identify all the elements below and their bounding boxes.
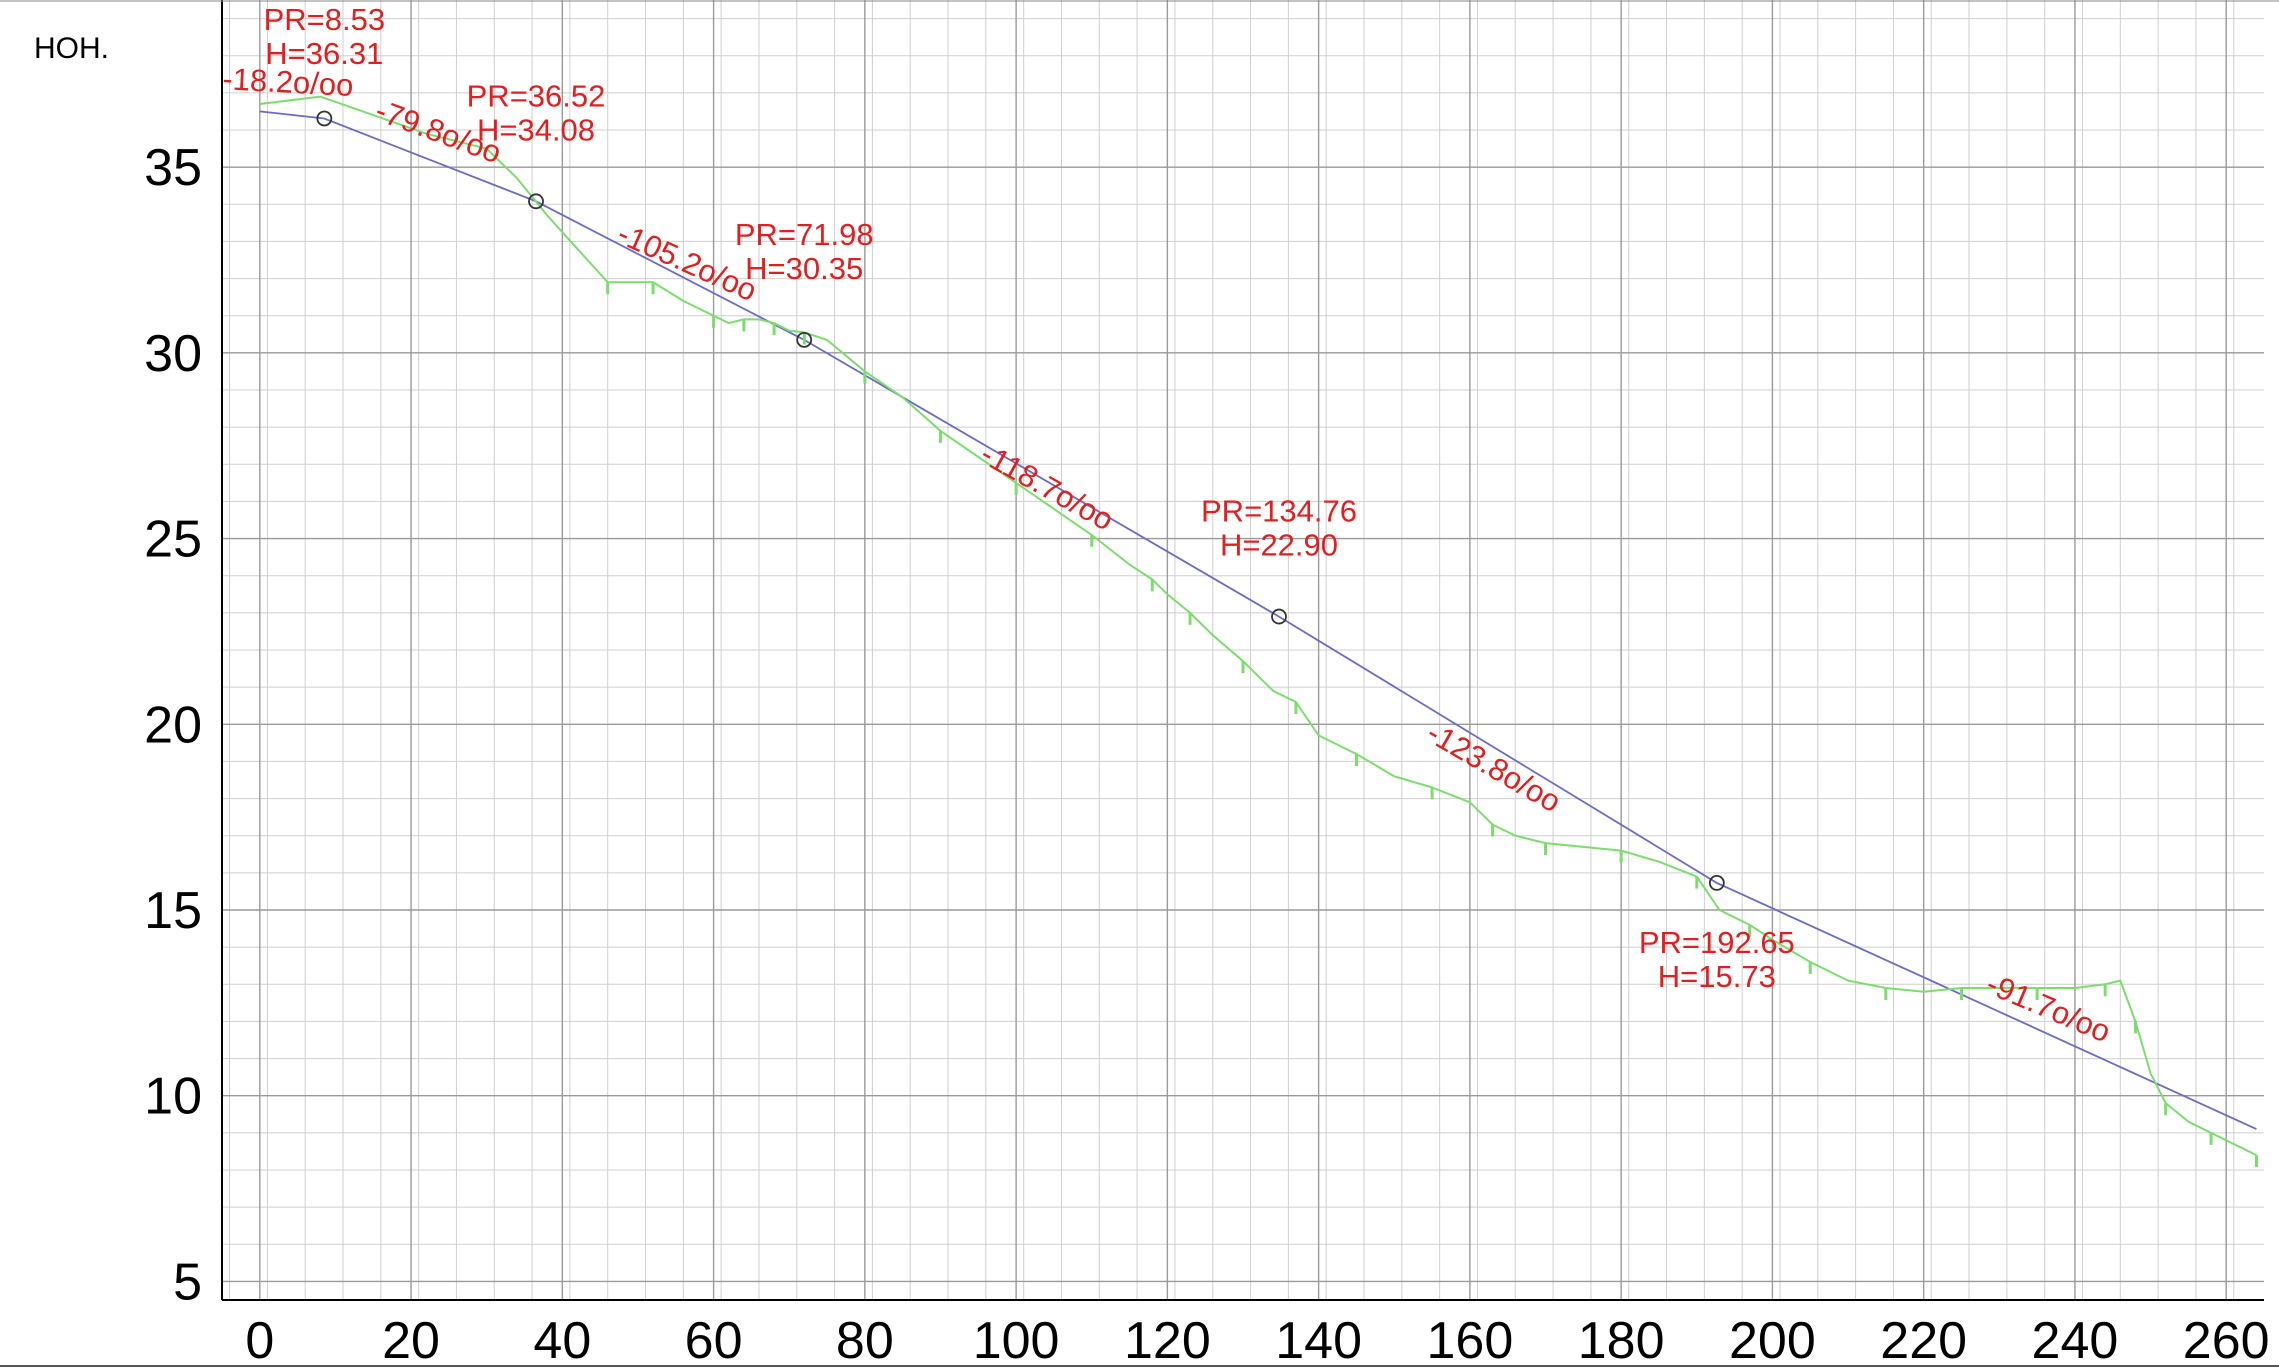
x-tick-label: 160 (1427, 1312, 1514, 1368)
point-label-pr: PR=71.98 (735, 217, 874, 252)
series-ground-profile (259, 95, 2257, 1156)
x-tick-label: 240 (2032, 1312, 2119, 1368)
y-tick-label: 30 (144, 325, 202, 383)
y-tick-label: 35 (144, 139, 202, 197)
y-tick-label: 25 (144, 511, 202, 569)
x-tick-label: 0 (245, 1312, 274, 1368)
point-label-h: H=34.08 (477, 112, 595, 147)
x-tick-label: 100 (973, 1312, 1060, 1368)
point-label-pr: PR=134.76 (1201, 494, 1357, 529)
series-design-grade-line (259, 110, 2257, 1130)
point-labels: PR=8.53H=36.31 PR=36.52H=34.08 PR=71.98H=3… (264, 2, 1795, 994)
y-axis-label: HOH. (34, 32, 109, 65)
y-tick-label: 20 (144, 696, 202, 754)
point-label-h: H=30.35 (745, 251, 863, 286)
x-tick-label: 40 (533, 1312, 591, 1368)
x-tick-label: 220 (1880, 1312, 1967, 1368)
slope-label: -91.7o/oo (1981, 966, 2115, 1049)
point-label-h: H=22.90 (1220, 528, 1338, 563)
y-tick-label: 15 (144, 882, 202, 940)
grid-major (222, 0, 2264, 1300)
point-marker (528, 193, 544, 210)
point-label-pr: PR=8.53 (264, 2, 386, 37)
point-markers (316, 110, 1725, 891)
y-tick-labels: 5 10 15 20 25 30 35 (144, 139, 202, 1311)
point-label-pr: PR=36.52 (467, 78, 606, 113)
x-tick-label: 260 (2183, 1312, 2270, 1368)
y-tick-label: 5 (173, 1253, 202, 1311)
x-tick-label: 80 (836, 1312, 894, 1368)
x-tick-label: 20 (382, 1312, 440, 1368)
x-tick-labels: 0 20 40 60 80 100 120 140 160 180 200 220 240 260 (245, 1312, 2269, 1368)
point-label-h: H=15.73 (1658, 959, 1776, 994)
x-tick-label: 120 (1124, 1312, 1211, 1368)
point-marker (796, 331, 813, 348)
x-tick-label: 200 (1729, 1312, 1816, 1368)
slope-labels: -18.2o/oo-79.8o/oo-105.2o/oo-118.7o/oo-1… (222, 61, 2116, 1049)
point-label-pr: PR=192.65 (1639, 925, 1795, 960)
point-marker (1271, 608, 1287, 625)
grid-minor (222, 0, 2264, 1300)
y-tick-label: 10 (144, 1068, 202, 1126)
x-tick-label: 180 (1578, 1312, 1665, 1368)
slope-label: -118.7o/oo (975, 436, 1120, 537)
point-label-h: H=36.31 (265, 36, 383, 71)
x-tick-label: 140 (1275, 1312, 1362, 1368)
point-marker (316, 110, 333, 127)
series-group (259, 95, 2258, 1168)
x-tick-label: 60 (685, 1312, 743, 1368)
slope-label: -18.2o/oo (222, 61, 355, 103)
slope-label: -123.8o/oo (1421, 715, 1567, 819)
point-marker (1708, 874, 1725, 891)
